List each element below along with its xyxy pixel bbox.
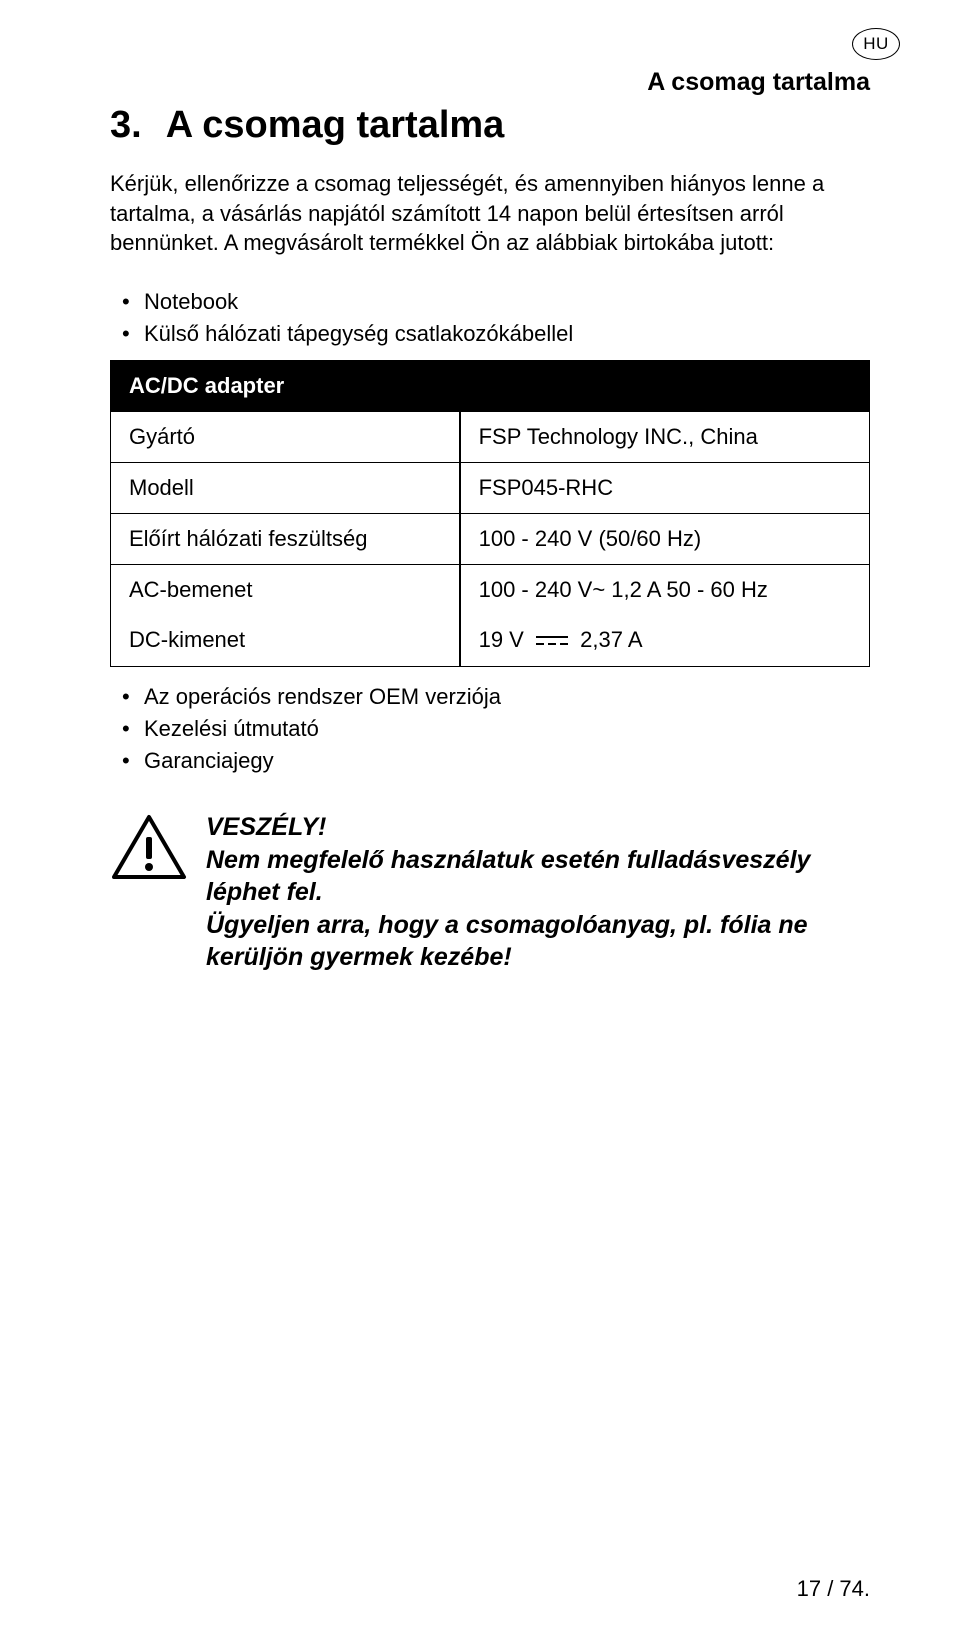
table-cell-label: Előírt hálózati feszültség xyxy=(110,513,460,564)
list-item: Külső hálózati tápegység csatlakozókábel… xyxy=(110,318,870,350)
table-cell-value: 100 - 240 V (50/60 Hz) xyxy=(460,513,870,564)
page-number: 17 / 74. xyxy=(797,1576,870,1602)
table-cell-value: 100 - 240 V~ 1,2 A 50 - 60 Hz xyxy=(460,564,870,615)
table-cell-label: Gyártó xyxy=(110,411,460,462)
bottom-bullet-list: Az operációs rendszer OEM verziója Kezel… xyxy=(110,681,870,777)
table-header: AC/DC adapter xyxy=(110,360,870,411)
language-badge: HU xyxy=(852,28,900,60)
top-bullet-list: Notebook Külső hálózati tápegység csatla… xyxy=(110,286,870,350)
list-item: Notebook xyxy=(110,286,870,318)
list-item: Garanciajegy xyxy=(110,745,870,777)
table-cell-value: FSP Technology INC., China xyxy=(460,411,870,462)
heading-number: 3. xyxy=(110,104,142,147)
warning-line2: Ügyeljen arra, hogy a csomagolóanyag, pl… xyxy=(206,909,870,974)
dc-post: 2,37 A xyxy=(580,627,642,652)
table-cell-label: AC-bemenet xyxy=(110,564,460,615)
table-cell-label: DC-kimenet xyxy=(110,615,460,667)
list-item: Kezelési útmutató xyxy=(110,713,870,745)
table-cell-value: FSP045-RHC xyxy=(460,462,870,513)
table-cell-value: 19 V 2,37 A xyxy=(460,615,870,667)
intro-paragraph: Kérjük, ellenőrizze a csomag teljességét… xyxy=(110,169,870,258)
section-label: A csomag tartalma xyxy=(647,68,870,97)
dc-pre: 19 V xyxy=(479,627,524,652)
table-cell-label: Modell xyxy=(110,462,460,513)
warning-icon xyxy=(110,813,188,888)
heading-title: A csomag tartalma xyxy=(166,104,505,147)
warning-title: VESZÉLY! xyxy=(206,813,870,842)
adapter-spec-table: AC/DC adapter Gyártó FSP Technology INC.… xyxy=(110,360,870,667)
list-item: Az operációs rendszer OEM verziója xyxy=(110,681,870,713)
page-title: 3. A csomag tartalma xyxy=(110,104,870,147)
warning-line1: Nem megfelelő használatuk esetén fulladá… xyxy=(206,844,870,909)
warning-block: VESZÉLY! Nem megfelelő használatuk eseté… xyxy=(110,813,870,974)
dc-symbol-icon xyxy=(534,628,570,654)
